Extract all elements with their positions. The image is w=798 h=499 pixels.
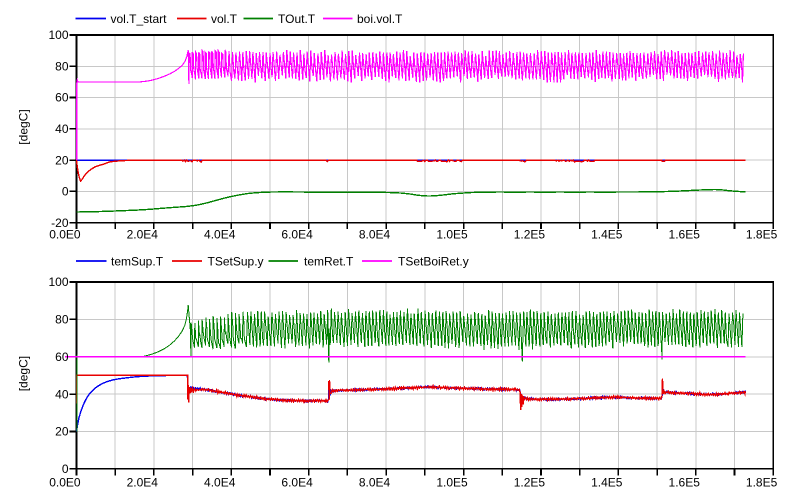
svg-text:100: 100 [48, 275, 68, 289]
svg-text:1.0E5: 1.0E5 [436, 228, 468, 242]
svg-text:[degC]: [degC] [17, 109, 31, 144]
svg-text:20: 20 [55, 153, 69, 167]
svg-text:TOut.T: TOut.T [278, 12, 316, 26]
svg-text:1.4E5: 1.4E5 [591, 228, 623, 242]
svg-text:4.0E4: 4.0E4 [204, 228, 236, 242]
svg-text:0.0E0: 0.0E0 [49, 476, 81, 490]
svg-text:boi.vol.T: boi.vol.T [357, 12, 403, 26]
svg-text:vol.T: vol.T [211, 12, 238, 26]
svg-text:8.0E4: 8.0E4 [359, 228, 391, 242]
svg-text:8.0E4: 8.0E4 [359, 476, 391, 490]
svg-text:-20: -20 [51, 216, 69, 230]
svg-text:1.0E5: 1.0E5 [436, 476, 468, 490]
svg-text:1.4E5: 1.4E5 [591, 476, 623, 490]
svg-text:1.2E5: 1.2E5 [514, 476, 546, 490]
svg-text:6.0E4: 6.0E4 [281, 476, 313, 490]
svg-text:1.2E5: 1.2E5 [514, 228, 546, 242]
svg-text:0: 0 [62, 462, 69, 476]
svg-text:60: 60 [55, 91, 69, 105]
svg-text:80: 80 [55, 60, 69, 74]
svg-text:1.6E5: 1.6E5 [669, 228, 701, 242]
svg-text:6.0E4: 6.0E4 [281, 228, 313, 242]
svg-text:2.0E4: 2.0E4 [127, 228, 159, 242]
svg-text:100: 100 [48, 28, 68, 42]
svg-text:60: 60 [55, 350, 69, 364]
svg-text:80: 80 [55, 313, 69, 327]
svg-text:40: 40 [55, 387, 69, 401]
svg-text:0.0E0: 0.0E0 [49, 228, 81, 242]
svg-text:[degC]: [degC] [17, 356, 31, 391]
svg-text:1.6E5: 1.6E5 [669, 476, 701, 490]
svg-text:temRet.T: temRet.T [304, 254, 354, 268]
svg-text:20: 20 [55, 425, 69, 439]
svg-text:2.0E4: 2.0E4 [127, 476, 159, 490]
svg-text:1.8E5: 1.8E5 [746, 228, 778, 242]
svg-text:4.0E4: 4.0E4 [204, 476, 236, 490]
svg-text:TSetBoiRet.y: TSetBoiRet.y [398, 254, 469, 268]
svg-text:1.8E5: 1.8E5 [746, 476, 778, 490]
svg-text:temSup.T: temSup.T [111, 254, 164, 268]
svg-text:40: 40 [55, 122, 69, 136]
svg-text:0: 0 [62, 185, 69, 199]
svg-text:vol.T_start: vol.T_start [111, 12, 168, 26]
svg-text:TSetSup.y: TSetSup.y [208, 254, 264, 268]
